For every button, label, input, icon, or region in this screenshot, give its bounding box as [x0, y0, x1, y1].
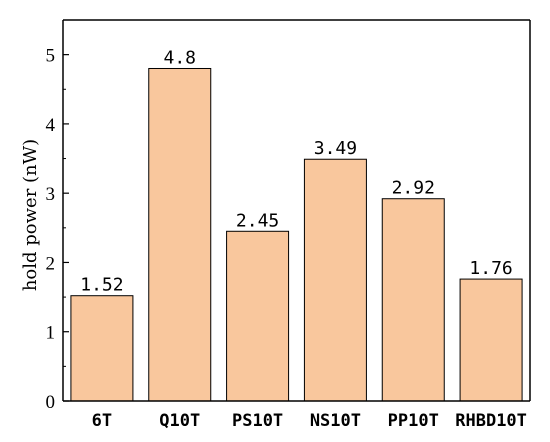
y-tick-label: 5	[46, 46, 56, 67]
category-tick-label: PS10T	[232, 411, 283, 431]
bar	[70, 295, 134, 402]
data-label: 2.45	[236, 210, 279, 231]
data-label: 1.52	[80, 275, 123, 296]
bar	[303, 158, 367, 402]
category-tick-label: RHBD10T	[455, 411, 527, 431]
data-label: 2.92	[392, 178, 435, 199]
data-label: 1.76	[469, 258, 512, 279]
bar	[226, 230, 290, 402]
y-tick-label: 0	[46, 392, 56, 413]
y-tick-label: 3	[46, 184, 56, 205]
category-tick-label: 6T	[92, 411, 112, 431]
data-label: 3.49	[314, 138, 357, 159]
bar	[459, 278, 523, 402]
y-tick-label: 4	[46, 115, 56, 136]
y-tick-label: 1	[46, 323, 56, 344]
bar	[381, 198, 445, 402]
data-label: 4.8	[163, 47, 196, 68]
y-tick-label: 2	[46, 253, 56, 274]
plot-area: 1.52 6T 4.8 Q10T 2.45 PS10T 3.49 NS10T 2.92 PP10T…	[46, 19, 531, 431]
y-axis-title: hold power (nW)	[20, 139, 41, 291]
bar	[148, 67, 212, 402]
category-tick-label: NS10T	[310, 411, 361, 431]
category-tick-label: Q10T	[159, 411, 200, 431]
category-tick-label: PP10T	[388, 411, 439, 431]
